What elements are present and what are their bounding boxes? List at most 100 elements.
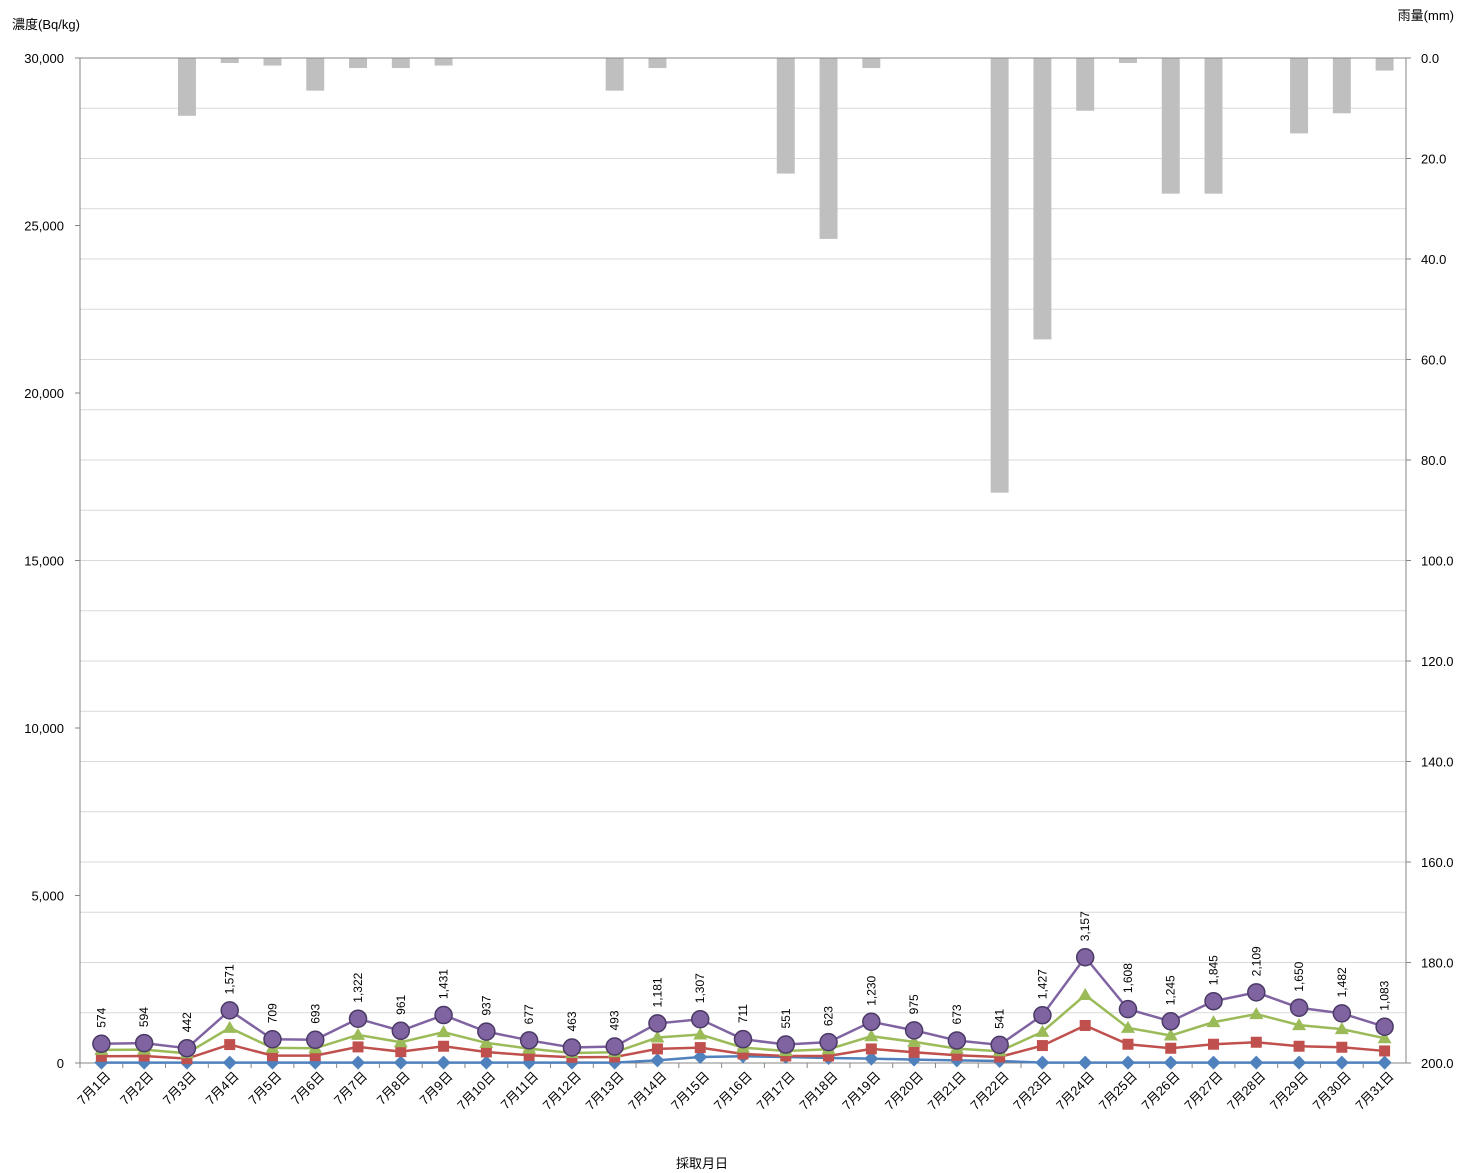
- square-marker: [1379, 1045, 1391, 1057]
- square-marker: [694, 1042, 706, 1054]
- left-tick-label: 20,000: [24, 386, 64, 401]
- left-tick-label: 30,000: [24, 51, 64, 66]
- data-label: 463: [565, 1011, 579, 1031]
- left-tick-label: 15,000: [24, 554, 64, 569]
- triangle-marker: [1163, 1028, 1178, 1041]
- diamond-marker: [393, 1055, 408, 1070]
- circle-marker: [306, 1030, 325, 1050]
- data-label: 1,230: [864, 975, 878, 1005]
- rainfall-bar: [434, 58, 453, 66]
- x-tick-label: 7月1日: [74, 1069, 113, 1108]
- x-tick-label: 7月4日: [203, 1069, 242, 1108]
- square-marker: [1122, 1038, 1134, 1050]
- triangle-marker: [1377, 1031, 1392, 1044]
- rainfall-bar: [1204, 58, 1223, 194]
- data-label: 673: [950, 1004, 964, 1024]
- data-label: 711: [736, 1004, 750, 1023]
- square-marker: [395, 1046, 407, 1058]
- circle-marker: [1075, 947, 1095, 967]
- x-tick-label: 7月30日: [1310, 1069, 1354, 1113]
- data-label: 574: [94, 1007, 108, 1027]
- right-tick-label: 60.0: [1421, 353, 1446, 368]
- square-marker: [1336, 1041, 1348, 1053]
- data-label: 1,608: [1121, 963, 1135, 993]
- square-marker: [1250, 1036, 1262, 1048]
- x-tick-label: 7月5日: [245, 1069, 284, 1108]
- rainfall-bar: [391, 58, 410, 69]
- rainfall-bar: [306, 58, 325, 91]
- circle-marker: [1118, 999, 1138, 1019]
- rainfall-bar: [220, 58, 239, 64]
- left-axis-title: 濃度(Bq/kg): [12, 17, 80, 32]
- circle-marker: [990, 1035, 1009, 1055]
- x-tick-label: 7月31日: [1352, 1069, 1396, 1113]
- triangle-marker: [1249, 1007, 1264, 1020]
- diamond-marker: [222, 1055, 237, 1070]
- circle-marker: [263, 1029, 282, 1049]
- right-tick-label: 140.0: [1421, 755, 1454, 770]
- data-label: 1,571: [223, 964, 237, 994]
- diamond-marker: [693, 1049, 708, 1064]
- diamond-marker: [1206, 1055, 1221, 1070]
- right-tick-label: 20.0: [1421, 152, 1446, 167]
- data-label: 1,650: [1292, 961, 1306, 991]
- circle-marker: [648, 1014, 667, 1033]
- data-label: 442: [180, 1012, 194, 1032]
- x-tick-label: 7月17日: [754, 1069, 798, 1113]
- x-tick-label: 7月14日: [625, 1069, 669, 1113]
- rainfall-bar: [1033, 58, 1052, 340]
- right-tick-label: 0.0: [1421, 51, 1439, 66]
- left-tick-label: 5,000: [31, 889, 64, 904]
- diamond-marker: [1292, 1055, 1307, 1070]
- triangle-marker: [1292, 1018, 1307, 1031]
- circle-marker: [1375, 1017, 1394, 1036]
- right-tick-label: 40.0: [1421, 252, 1446, 267]
- diamond-marker: [351, 1055, 366, 1070]
- data-label: 1,845: [1207, 955, 1221, 985]
- data-label: 1,431: [437, 969, 451, 999]
- circle-marker: [134, 1033, 154, 1053]
- data-label: 1,482: [1335, 967, 1349, 997]
- triangle-marker: [1206, 1015, 1221, 1028]
- rainfall-bar: [1375, 58, 1394, 71]
- circle-marker: [177, 1038, 197, 1058]
- rainfall-bar: [1076, 58, 1095, 111]
- circle-marker: [92, 1034, 111, 1054]
- square-marker: [309, 1050, 321, 1062]
- diamond-marker: [1377, 1055, 1392, 1070]
- rainfall-bar: [1118, 58, 1137, 64]
- x-tick-label: 7月11日: [498, 1069, 542, 1113]
- right-tick-label: 100.0: [1421, 554, 1454, 569]
- x-tick-label: 7月3日: [160, 1069, 199, 1108]
- circle-marker: [690, 1009, 710, 1029]
- circle-marker: [862, 1012, 881, 1032]
- x-tick-label: 7月27日: [1181, 1069, 1225, 1113]
- data-label: 1,427: [1035, 969, 1049, 999]
- rainfall-bar: [1290, 58, 1309, 134]
- tick-labels: 0 5,000 10,000 15,000 20,000 25,000 30,000 0.0 2…: [24, 51, 1453, 1113]
- x-tick-label: 7月24日: [1053, 1069, 1097, 1113]
- x-tick-label: 7月26日: [1139, 1069, 1183, 1113]
- diamond-marker: [1120, 1055, 1135, 1070]
- rainfall-bar: [1161, 58, 1180, 194]
- rainfall-bar: [862, 58, 881, 69]
- rainfall-bar: [648, 58, 667, 69]
- triangle-marker: [1120, 1020, 1135, 1033]
- circle-marker: [733, 1029, 753, 1049]
- circle-marker: [477, 1022, 496, 1041]
- data-label: 493: [608, 1010, 622, 1030]
- circle-marker: [776, 1035, 796, 1054]
- square-marker: [352, 1041, 364, 1053]
- right-axis-title: 雨量(mm): [1398, 8, 1454, 23]
- x-tick-label: 7月12日: [540, 1069, 584, 1113]
- circle-marker: [947, 1031, 967, 1050]
- circle-marker: [220, 1001, 239, 1020]
- triangle-marker: [907, 1034, 922, 1047]
- left-tick-label: 25,000: [24, 219, 64, 234]
- square-marker: [224, 1039, 236, 1051]
- data-label: 1,245: [1164, 975, 1178, 1005]
- square-marker: [994, 1051, 1006, 1063]
- data-label: 2,109: [1249, 946, 1263, 976]
- square-marker: [480, 1046, 492, 1058]
